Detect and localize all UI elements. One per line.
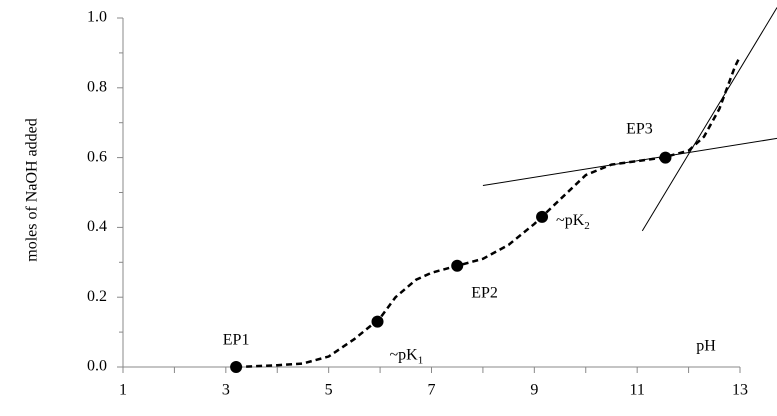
y-tick-label: 0.2 [87,288,107,305]
point-marker [371,315,384,328]
point-label: EP1 [223,332,250,349]
point-marker [536,210,549,223]
point-label-text: ~pK [390,346,419,363]
point-marker [230,361,243,373]
point-label: EP3 [626,120,653,137]
x-tick-label: 13 [732,382,748,399]
y-tick-label: 1.0 [87,9,107,26]
y-tick-label: 0.6 [87,148,107,165]
titration-curve [236,55,742,369]
y-tick-label: 0.0 [87,358,107,375]
x-tick-label: 11 [629,382,644,399]
point-marker [659,151,672,164]
point-label: ~pK1 [390,346,424,366]
point-label: ~pK2 [556,212,590,232]
point-label: EP2 [471,284,498,301]
point-label-text: ~pK [556,212,585,229]
x-tick-label: 5 [325,382,333,399]
point-label-subscript: 2 [584,219,590,231]
tangent-line [641,7,777,232]
x-tick-label: 9 [530,382,538,399]
x-tick-label: 7 [428,382,436,399]
y-tick-label: 0.8 [87,78,107,95]
x-tick-label: 1 [119,382,127,399]
point-label-subscript: 1 [418,354,424,366]
x-axis-label: pH [696,338,716,355]
y-tick-label: 0.4 [87,218,107,235]
x-tick-label: 3 [222,382,230,399]
point-marker [451,259,464,272]
y-axis-label: moles of NaOH added [24,118,41,262]
